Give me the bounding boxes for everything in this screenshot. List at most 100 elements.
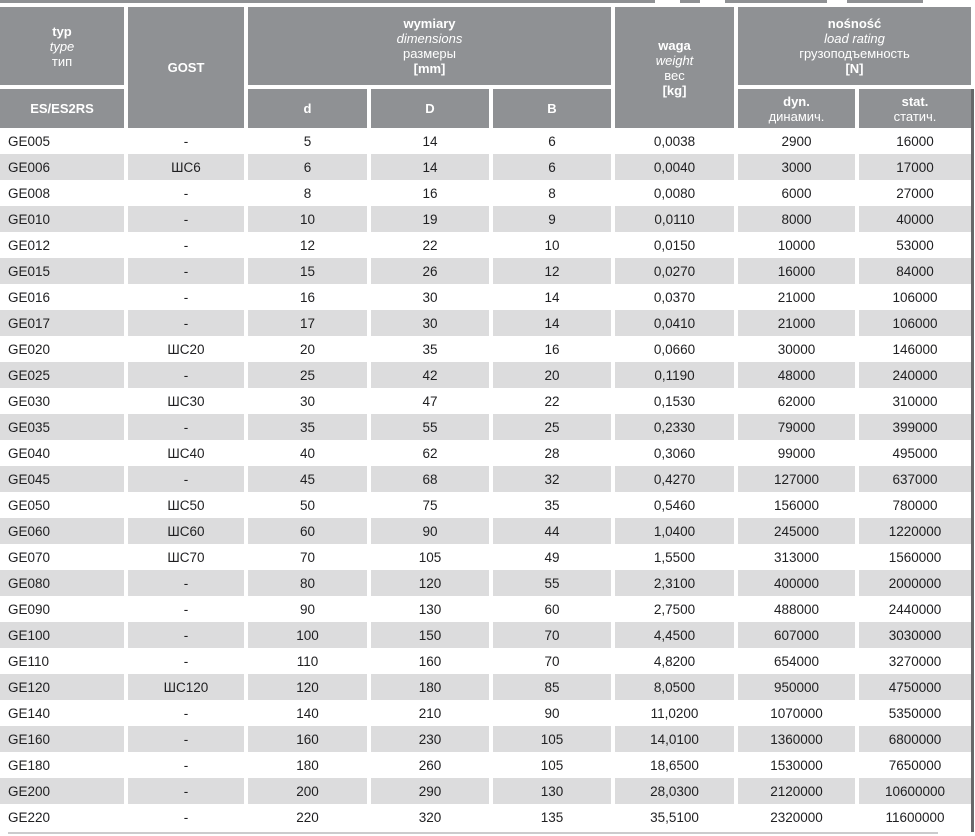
cell-type: GE220 bbox=[8, 809, 51, 825]
table-row: GE010 - 10 19 9 0,0110 8000 40000 bbox=[0, 206, 971, 232]
bearing-spec-table: typ type тип GOST wymiary dimensions раз… bbox=[0, 7, 971, 830]
cell-d: 120 bbox=[248, 674, 367, 700]
cell-D: 47 bbox=[422, 393, 438, 409]
table-row: GE017 - 17 30 14 0,0410 21000 106000 bbox=[0, 310, 971, 336]
cell-dynamic: 2320000 bbox=[770, 809, 823, 825]
cell-B: 130 bbox=[493, 778, 611, 804]
top-crop-sliver bbox=[725, 0, 827, 3]
cell-B: 16 bbox=[544, 341, 560, 357]
cell-static: 4750000 bbox=[859, 674, 971, 700]
cell-gost: ШС70 bbox=[167, 549, 205, 565]
cell-d: 5 bbox=[303, 133, 312, 149]
header-load-line-pl: nośność bbox=[827, 16, 882, 31]
cell-B: 12 bbox=[493, 258, 611, 284]
cell-weight: 2,7500 bbox=[653, 601, 696, 617]
cell-B: 10 bbox=[544, 237, 560, 253]
cell-B: 6 bbox=[548, 133, 556, 149]
cell-dynamic: 488000 bbox=[773, 601, 820, 617]
cell-static: 11600000 bbox=[885, 809, 945, 825]
cell-D: 160 bbox=[418, 653, 442, 669]
header-weight-unit: [kg] bbox=[662, 82, 687, 98]
cell-B: 55 bbox=[493, 570, 611, 596]
cell-D: 22 bbox=[422, 237, 438, 253]
cell-dynamic: 6000 bbox=[781, 185, 812, 201]
cell-gost: - bbox=[128, 622, 244, 648]
header-type-line-en: type bbox=[49, 38, 75, 54]
cell-D: 68 bbox=[371, 466, 489, 492]
cell-D: 55 bbox=[371, 414, 489, 440]
cell-dynamic: 79000 bbox=[738, 414, 855, 440]
cell-dynamic: 2120000 bbox=[738, 778, 855, 804]
cell-dynamic: 3000 bbox=[738, 154, 855, 180]
cell-type: GE025 bbox=[0, 362, 124, 388]
cell-type: GE040 bbox=[8, 445, 51, 461]
cell-gost: ШС40 bbox=[167, 445, 205, 461]
cell-D: 180 bbox=[371, 674, 489, 700]
cell-static: 310000 bbox=[892, 393, 938, 409]
cell-gost: - bbox=[128, 362, 244, 388]
cell-B: 60 bbox=[544, 601, 560, 617]
header-load-line-en: load rating bbox=[824, 31, 885, 46]
cell-D: 260 bbox=[418, 757, 442, 773]
table-row: GE012 - 12 22 10 0,0150 10000 53000 bbox=[0, 232, 971, 258]
cell-D: 14 bbox=[422, 133, 438, 149]
cell-gost: - bbox=[128, 726, 244, 752]
header-weight: waga weight вес [kg] bbox=[615, 7, 734, 128]
header-col-B-label: B bbox=[547, 101, 557, 116]
cell-B: 6 bbox=[493, 154, 611, 180]
cell-d: 180 bbox=[296, 757, 319, 773]
cell-weight: 0,1530 bbox=[653, 393, 696, 409]
cell-D: 320 bbox=[418, 809, 442, 825]
table-row: GE006 ШС6 6 14 6 0,0040 3000 17000 bbox=[0, 154, 971, 180]
cell-D: 150 bbox=[371, 622, 489, 648]
cell-D: 75 bbox=[422, 497, 438, 513]
cell-type: GE050 bbox=[8, 497, 51, 513]
cell-gost: - bbox=[183, 601, 189, 617]
table-row: GE030 ШС30 30 47 22 0,1530 62000 310000 bbox=[0, 388, 971, 414]
header-col-dynamic-ru: динамич. bbox=[768, 108, 825, 124]
cell-B: 32 bbox=[493, 466, 611, 492]
header-weight-line-ru: вес bbox=[664, 67, 685, 83]
cell-dynamic: 1360000 bbox=[738, 726, 855, 752]
cell-gost: - bbox=[183, 133, 189, 149]
cell-weight: 0,1190 bbox=[615, 362, 734, 388]
cell-D: 90 bbox=[371, 518, 489, 544]
top-crop-sliver bbox=[0, 0, 655, 3]
cell-d: 50 bbox=[299, 497, 316, 513]
header-dimensions-group: wymiary dimensions размеры [mm] bbox=[248, 7, 611, 85]
cell-d: 20 bbox=[299, 341, 316, 357]
header-weight-line-en: weight bbox=[655, 52, 694, 68]
cell-static: 17000 bbox=[859, 154, 971, 180]
cell-type: GE010 bbox=[0, 206, 124, 232]
cell-d: 10 bbox=[248, 206, 367, 232]
cell-weight: 18,6500 bbox=[650, 757, 699, 773]
cell-B: 20 bbox=[493, 362, 611, 388]
cell-B: 22 bbox=[544, 393, 560, 409]
cell-weight: 0,0370 bbox=[653, 289, 696, 305]
cell-static: 146000 bbox=[892, 341, 938, 357]
cell-d: 90 bbox=[299, 601, 316, 617]
header-col-B: B bbox=[493, 89, 611, 128]
cell-type: GE110 bbox=[8, 653, 50, 669]
cell-gost: - bbox=[183, 757, 189, 773]
header-col-d: d bbox=[248, 89, 367, 128]
cell-dynamic: 21000 bbox=[738, 310, 855, 336]
cell-B: 85 bbox=[493, 674, 611, 700]
cell-weight: 8,0500 bbox=[615, 674, 734, 700]
cell-dynamic: 1070000 bbox=[770, 705, 823, 721]
header-type: typ type тип bbox=[0, 7, 124, 85]
cell-dynamic: 30000 bbox=[777, 341, 816, 357]
table-row: GE140 - 140 210 90 11,0200 1070000 53500… bbox=[0, 700, 971, 726]
cell-static: 780000 bbox=[892, 497, 938, 513]
cell-gost: - bbox=[128, 258, 244, 284]
header-weight-line-pl: waga bbox=[658, 37, 691, 53]
header-dimensions-unit: [mm] bbox=[413, 61, 446, 76]
header-col-dynamic: dyn. динамич. bbox=[738, 89, 855, 128]
cell-dynamic: 1530000 bbox=[770, 757, 823, 773]
cell-B: 44 bbox=[493, 518, 611, 544]
cell-gost: - bbox=[183, 809, 189, 825]
cell-gost: - bbox=[128, 414, 244, 440]
cell-d: 110 bbox=[296, 653, 319, 669]
cell-d: 30 bbox=[299, 393, 316, 409]
cell-dynamic: 245000 bbox=[738, 518, 855, 544]
